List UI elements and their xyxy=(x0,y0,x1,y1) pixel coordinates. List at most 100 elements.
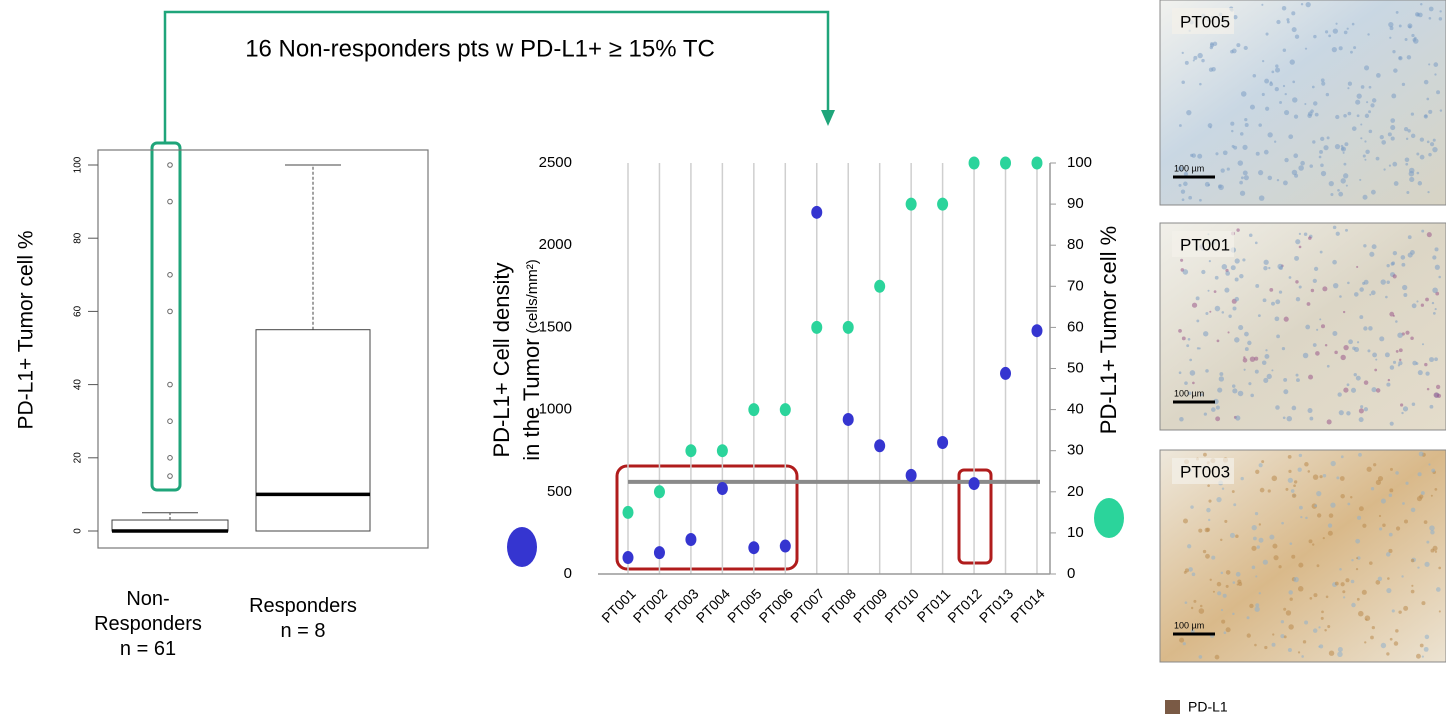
cell xyxy=(1352,126,1357,131)
cell xyxy=(1350,496,1352,498)
dot xyxy=(717,482,728,495)
cell xyxy=(1232,490,1235,493)
cell xyxy=(1192,382,1195,385)
cell xyxy=(1392,609,1395,612)
cell xyxy=(1288,470,1291,473)
cell xyxy=(1438,276,1441,279)
cell xyxy=(1205,312,1208,315)
cell xyxy=(1434,73,1436,75)
cell xyxy=(1366,101,1368,103)
cell xyxy=(1283,608,1286,611)
cell xyxy=(1345,578,1349,582)
cell xyxy=(1381,499,1386,504)
dot xyxy=(843,321,854,334)
cell xyxy=(1221,609,1223,611)
y-tick-label: 2500 xyxy=(539,154,572,171)
cell xyxy=(1410,336,1414,340)
cell xyxy=(1299,506,1303,510)
y-tick-label: 1500 xyxy=(539,318,572,335)
cell xyxy=(1198,529,1202,533)
cell xyxy=(1192,303,1197,308)
cell xyxy=(1263,266,1267,270)
y-axis-label-part: in the Tumor xyxy=(519,338,544,460)
cell xyxy=(1337,652,1342,657)
cell xyxy=(1351,603,1356,608)
cell xyxy=(1247,633,1251,637)
cell xyxy=(1244,46,1248,50)
cell xyxy=(1364,641,1366,643)
y2-tick-label: 60 xyxy=(1067,318,1084,335)
cell xyxy=(1335,582,1339,586)
dot xyxy=(843,413,854,426)
cell xyxy=(1346,411,1350,415)
outlier xyxy=(168,419,173,424)
y-tick-label: 60 xyxy=(73,305,84,317)
cell xyxy=(1184,381,1188,385)
cell xyxy=(1420,3,1422,5)
cell xyxy=(1339,568,1342,571)
cell xyxy=(1251,546,1256,551)
cell xyxy=(1381,643,1386,648)
cell xyxy=(1357,114,1360,117)
cell xyxy=(1267,374,1272,379)
cell xyxy=(1311,289,1314,292)
cell xyxy=(1317,564,1320,567)
cell xyxy=(1313,628,1317,632)
cell xyxy=(1233,306,1237,310)
cell xyxy=(1280,634,1284,638)
cell xyxy=(1367,349,1370,352)
cell xyxy=(1214,290,1217,293)
cell xyxy=(1388,132,1392,136)
cell xyxy=(1373,463,1376,466)
cell xyxy=(1362,590,1367,595)
cell xyxy=(1237,583,1239,585)
cell xyxy=(1262,60,1264,62)
cell xyxy=(1317,513,1321,517)
cell xyxy=(1419,452,1424,457)
cell xyxy=(1424,114,1428,118)
cell xyxy=(1264,150,1269,155)
cell xyxy=(1290,598,1293,601)
cell xyxy=(1350,51,1353,54)
cell xyxy=(1183,269,1189,275)
cell xyxy=(1259,463,1263,467)
x-tick-label: PT004 xyxy=(693,585,734,626)
cell xyxy=(1338,392,1342,396)
cell xyxy=(1351,580,1355,584)
cell xyxy=(1401,412,1403,414)
cell xyxy=(1265,349,1267,351)
cell xyxy=(1338,647,1343,652)
outlier xyxy=(168,382,173,387)
cell xyxy=(1269,535,1274,540)
cell xyxy=(1238,160,1244,166)
cell xyxy=(1429,525,1434,530)
cell xyxy=(1276,20,1280,24)
cell xyxy=(1405,331,1409,335)
cell xyxy=(1342,590,1345,593)
cell xyxy=(1393,68,1397,72)
cell xyxy=(1292,80,1295,83)
cell xyxy=(1208,519,1210,521)
y-tick-label: 20 xyxy=(73,452,84,464)
cell xyxy=(1215,276,1219,280)
cell xyxy=(1379,527,1382,530)
cell xyxy=(1216,405,1220,409)
cell xyxy=(1370,103,1374,107)
cell xyxy=(1298,586,1304,592)
cell xyxy=(1319,644,1323,648)
cell xyxy=(1402,285,1407,290)
outlier xyxy=(168,474,173,479)
cell xyxy=(1422,343,1424,345)
cell xyxy=(1283,49,1286,52)
cell xyxy=(1199,199,1202,202)
cell xyxy=(1305,517,1308,520)
dot xyxy=(685,533,696,546)
cell xyxy=(1436,587,1441,592)
cell xyxy=(1222,311,1225,314)
cell xyxy=(1260,488,1265,493)
cell xyxy=(1217,339,1220,342)
cell xyxy=(1365,615,1371,621)
cell xyxy=(1425,635,1429,639)
cell xyxy=(1183,518,1188,523)
cell xyxy=(1407,129,1410,132)
